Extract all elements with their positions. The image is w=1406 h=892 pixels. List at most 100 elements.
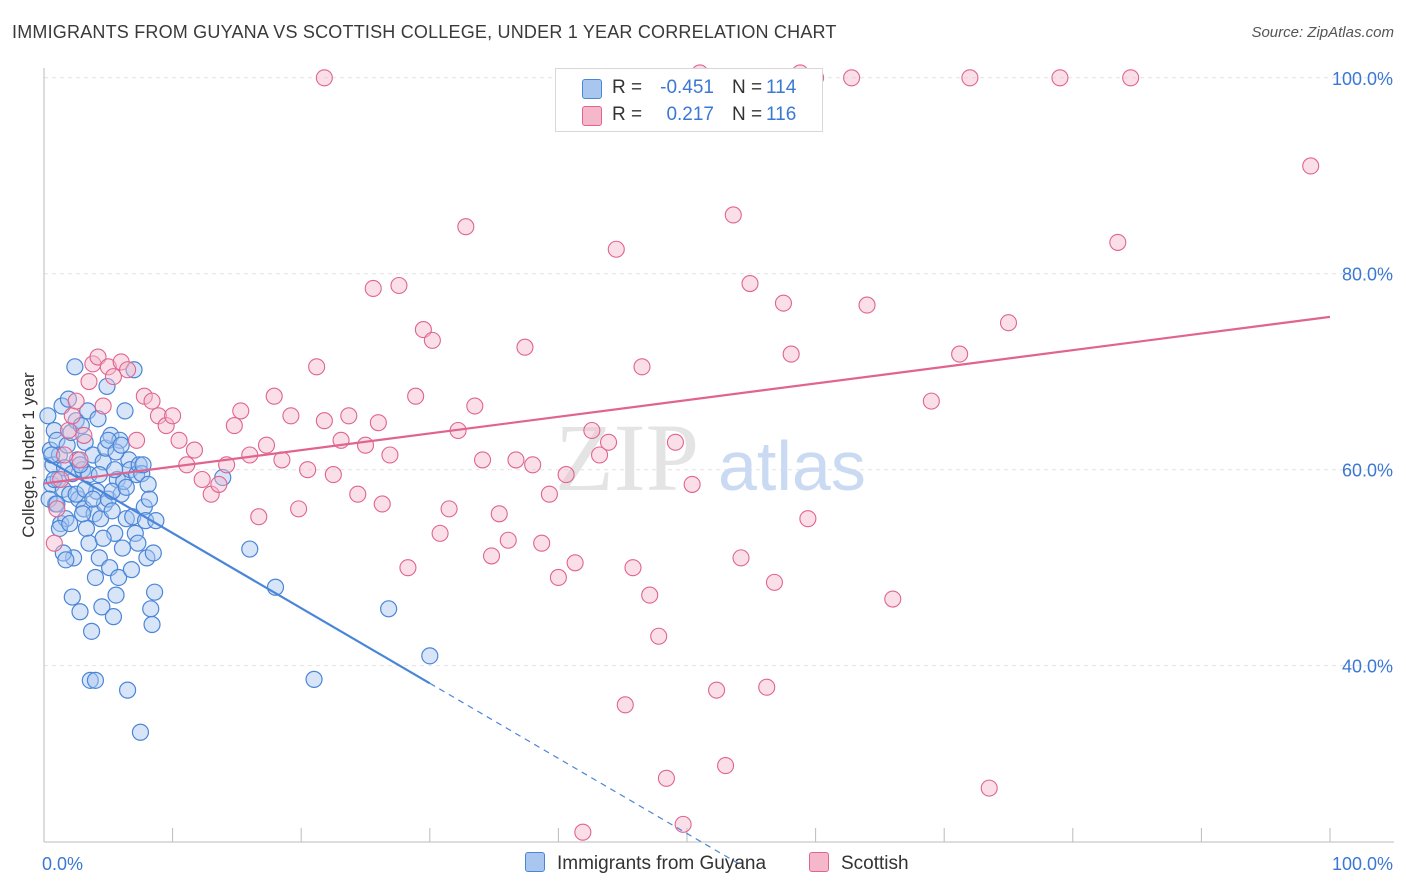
scottish-point [666,433,684,451]
scottish-point [71,451,89,469]
guyana-point [241,540,259,558]
guyana-point [104,608,123,626]
guyana-point [86,671,105,689]
scottish-point [641,586,659,604]
scottish-point [324,466,342,484]
guyana-point [140,490,159,508]
scottish-point [499,531,517,549]
guyana-point [129,534,147,552]
scottish-point [549,568,567,587]
x-tick-label-left: 0.0% [42,854,83,874]
scottish-point [466,397,484,415]
guyana-point [107,586,125,604]
scottish-point [94,397,112,415]
legend-r-label: R = [612,104,643,125]
scottish-trend-line [43,315,1331,485]
scottish-point [257,436,276,454]
guyana-point [81,671,99,689]
scottish-point [45,534,63,552]
legend-item-scottish[interactable]: Scottish [809,852,909,875]
scottish-point [524,456,542,474]
scottish-point [607,240,625,258]
guyana-point [103,502,121,520]
scottish-point [210,475,228,493]
legend-n-label: N = [732,77,763,98]
guyana-point [134,456,152,474]
scottish-point [170,431,188,449]
scottish-point [250,508,268,526]
scottish-point [399,559,417,577]
guyana-point [94,529,112,547]
scottish-point [282,407,300,425]
scottish-point [308,358,326,376]
scottish-point [683,475,701,493]
scottish-point [407,387,425,405]
scottish-point [843,69,861,87]
guyana-point [143,615,161,634]
scottish-point [143,392,161,410]
watermark-zip: ZIP [555,404,699,511]
y-axis-label: College, Under 1 year [19,372,38,538]
scottish-point [884,590,902,608]
scottish-point [624,559,642,577]
guyana-point [63,588,81,606]
scottish-point [315,412,333,430]
guyana-point [131,723,150,741]
legend-row-scottish: R = 0.217 N = 116 [556,101,822,127]
scottish-point [951,345,969,363]
scottish-point [600,433,618,451]
scottish-point [782,345,800,363]
scottish-point [185,441,204,459]
guyana-point [61,514,79,533]
guyana-point [86,568,105,587]
guyana-point [66,358,84,376]
legend-n-value: 114 [766,77,797,98]
scottish-point [799,510,817,528]
scottish-point [157,417,175,435]
scottish-point [59,421,77,440]
scottish-point [657,769,675,787]
legend-r-label: R = [612,77,643,98]
y-tick-label: 60.0% [1342,461,1393,481]
guyana-point [71,456,89,474]
guyana-trend-line [43,456,431,685]
scottish-point [1122,69,1140,87]
guyana-point [61,485,79,503]
scottish-point [340,407,358,425]
scottish-point [225,417,243,435]
y-tick-label: 80.0% [1342,265,1393,285]
scottish-point [473,451,492,469]
legend-item-guyana[interactable]: Immigrants from Guyana [525,852,766,875]
guyana-point [89,410,107,428]
scottish-point [1051,69,1069,87]
scottish-point [490,505,508,523]
legend-swatch-pink [809,852,829,872]
scottish-point [265,387,283,405]
guyana-point [76,433,94,451]
chart-source: Source: ZipAtlas.com [1251,24,1394,41]
scottish-point [193,470,211,489]
scottish-point [724,206,742,224]
scottish-point [457,218,475,236]
scottish-point [758,678,776,696]
scottish-point [67,392,85,410]
scottish-point [63,407,81,425]
scottish-point [373,495,391,513]
scottish-point [349,485,367,503]
guyana-point [117,510,135,528]
scottish-point [516,338,534,356]
scottish-point [540,485,558,503]
scottish-point [48,500,66,518]
legend-swatch-blue [525,852,545,872]
scottish-point [674,815,692,833]
scottish-point [299,461,317,479]
scottish-point [533,534,551,552]
scottish-point [980,779,998,797]
guyana-point [144,544,162,562]
guyana-point [116,402,134,420]
guyana-point [98,377,116,396]
scottish-point [717,757,735,775]
scottish-point [732,549,750,567]
guyana-trend-extension [429,682,739,865]
scottish-point [128,431,146,449]
